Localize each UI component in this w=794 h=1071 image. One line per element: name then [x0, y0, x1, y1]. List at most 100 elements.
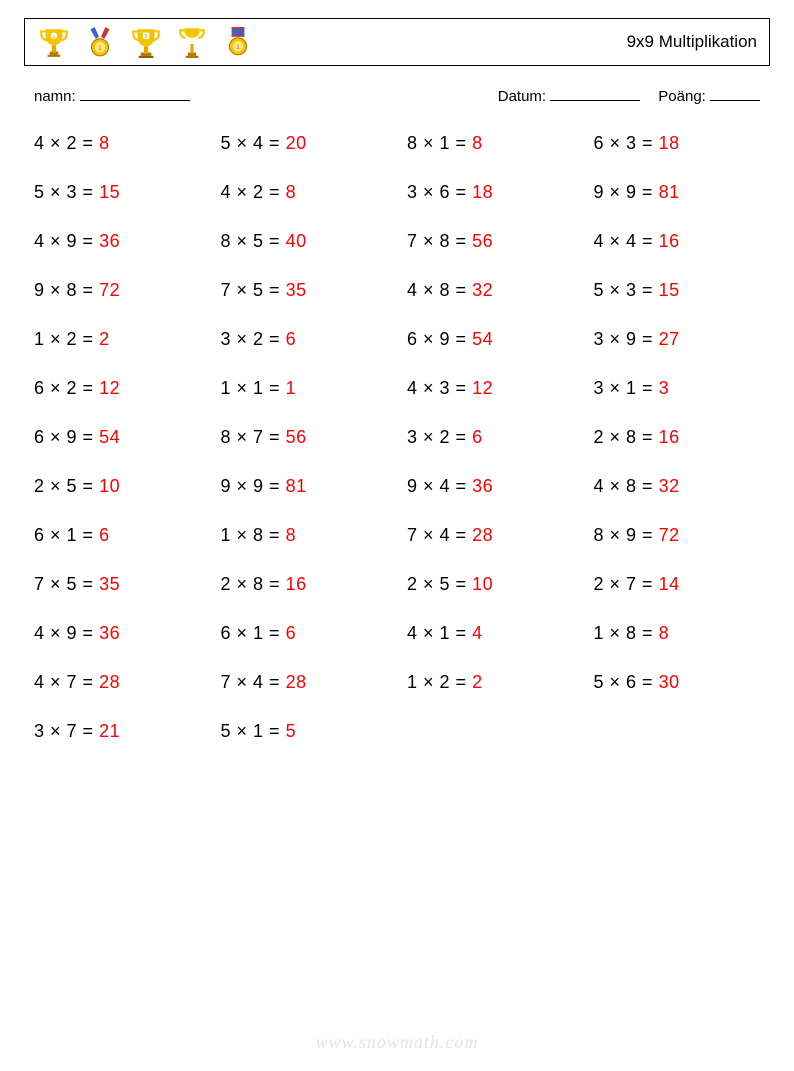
- problem-expression: 1 × 2 =: [407, 672, 472, 692]
- svg-text:1: 1: [145, 34, 148, 40]
- problem: 3 × 7 = 21: [34, 721, 201, 742]
- problem-answer: 3: [659, 378, 670, 398]
- problem-expression: 4 × 7 =: [34, 672, 99, 692]
- problem-expression: 5 × 3 =: [34, 182, 99, 202]
- problem-answer: 72: [659, 525, 680, 545]
- problem-expression: 2 × 8 =: [594, 427, 659, 447]
- problem: 2 × 8 = 16: [594, 427, 761, 448]
- problem-answer: 35: [99, 574, 120, 594]
- problem: 3 × 6 = 18: [407, 182, 574, 203]
- problem-expression: 4 × 3 =: [407, 378, 472, 398]
- problem-answer: 16: [659, 231, 680, 251]
- problem: 1 × 2 = 2: [34, 329, 201, 350]
- problem: 4 × 1 = 4: [407, 623, 574, 644]
- problem-expression: 3 × 2 =: [407, 427, 472, 447]
- problem-answer: 16: [659, 427, 680, 447]
- problem-answer: 6: [286, 623, 297, 643]
- date-field: Datum:: [498, 86, 641, 105]
- problem-expression: 7 × 5 =: [221, 280, 286, 300]
- problem: 2 × 5 = 10: [407, 574, 574, 595]
- problem-expression: 6 × 3 =: [594, 133, 659, 153]
- problem-answer: 6: [472, 427, 483, 447]
- problem: 3 × 2 = 6: [407, 427, 574, 448]
- trophy-square-icon: 1: [129, 25, 163, 59]
- score-blank: [710, 86, 760, 101]
- problem-answer: 16: [286, 574, 307, 594]
- problem-expression: 1 × 1 =: [221, 378, 286, 398]
- problem: 6 × 2 = 12: [34, 378, 201, 399]
- problem-answer: 36: [472, 476, 493, 496]
- problems-grid: 4 × 2 = 8 5 × 4 = 20 8 × 1 = 8 6 × 3 = 18 5 …: [34, 133, 760, 742]
- problem-answer: 32: [472, 280, 493, 300]
- problem-expression: 6 × 2 =: [34, 378, 99, 398]
- problem: 9 × 9 = 81: [221, 476, 388, 497]
- problem-answer: 40: [286, 231, 307, 251]
- name-field: namn:: [34, 86, 190, 105]
- problem: 4 × 2 = 8: [34, 133, 201, 154]
- problem-expression: 4 × 2 =: [34, 133, 99, 153]
- problem: 3 × 2 = 6: [221, 329, 388, 350]
- problem-answer: 20: [286, 133, 307, 153]
- problem-answer: 36: [99, 623, 120, 643]
- meta-row: namn: Datum: Poäng:: [34, 86, 760, 105]
- problem: 5 × 4 = 20: [221, 133, 388, 154]
- problem-expression: 6 × 1 =: [221, 623, 286, 643]
- watermark: www.snowmath.com: [0, 1032, 794, 1053]
- problem-answer: 10: [472, 574, 493, 594]
- problem: 4 × 9 = 36: [34, 231, 201, 252]
- problem-answer: 14: [659, 574, 680, 594]
- problem-expression: 8 × 5 =: [221, 231, 286, 251]
- problem: 7 × 5 = 35: [34, 574, 201, 595]
- problem: 8 × 7 = 56: [221, 427, 388, 448]
- problem-expression: 4 × 2 =: [221, 182, 286, 202]
- problem-expression: 7 × 4 =: [407, 525, 472, 545]
- problem: 8 × 5 = 40: [221, 231, 388, 252]
- problem-answer: 8: [659, 623, 670, 643]
- problem-expression: 8 × 9 =: [594, 525, 659, 545]
- problem-answer: 54: [99, 427, 120, 447]
- problem-answer: 54: [472, 329, 493, 349]
- name-label: namn:: [34, 88, 76, 105]
- problem-expression: 4 × 9 =: [34, 231, 99, 251]
- problem: 2 × 5 = 10: [34, 476, 201, 497]
- problem-answer: 6: [99, 525, 110, 545]
- worksheet-title: 9x9 Multiplikation: [627, 32, 757, 52]
- svg-text:1: 1: [98, 45, 102, 52]
- problem-expression: 6 × 1 =: [34, 525, 99, 545]
- problem: 3 × 1 = 3: [594, 378, 761, 399]
- header-icons: 1 1 1: [37, 25, 255, 59]
- problem-answer: 32: [659, 476, 680, 496]
- problem: 1 × 8 = 8: [221, 525, 388, 546]
- problem: 5 × 1 = 5: [221, 721, 388, 742]
- problem: 4 × 7 = 28: [34, 672, 201, 693]
- problem-answer: 2: [99, 329, 110, 349]
- problem: 8 × 1 = 8: [407, 133, 574, 154]
- problem: 5 × 6 = 30: [594, 672, 761, 693]
- problem-expression: 3 × 2 =: [221, 329, 286, 349]
- problem-answer: 15: [99, 182, 120, 202]
- problem-answer: 56: [286, 427, 307, 447]
- problem-expression: 3 × 9 =: [594, 329, 659, 349]
- name-blank: [80, 86, 190, 101]
- problem-answer: 12: [472, 378, 493, 398]
- problem-answer: 28: [286, 672, 307, 692]
- medal-icon: 1: [83, 25, 117, 59]
- problem: 6 × 1 = 6: [221, 623, 388, 644]
- problem: 1 × 2 = 2: [407, 672, 574, 693]
- problem-answer: 35: [286, 280, 307, 300]
- problem: 7 × 8 = 56: [407, 231, 574, 252]
- problem-answer: 18: [659, 133, 680, 153]
- problem-expression: 3 × 6 =: [407, 182, 472, 202]
- problem: 1 × 1 = 1: [221, 378, 388, 399]
- problem-answer: 8: [286, 525, 297, 545]
- problem-expression: 1 × 8 =: [221, 525, 286, 545]
- problem-expression: 2 × 5 =: [34, 476, 99, 496]
- problem-expression: 6 × 9 =: [34, 427, 99, 447]
- trophy-tall-icon: [175, 25, 209, 59]
- problem-answer: 27: [659, 329, 680, 349]
- problem: 8 × 9 = 72: [594, 525, 761, 546]
- medal-ribbon-icon: 1: [221, 25, 255, 59]
- problem: 2 × 8 = 16: [221, 574, 388, 595]
- problem-answer: 28: [472, 525, 493, 545]
- problem-expression: 6 × 9 =: [407, 329, 472, 349]
